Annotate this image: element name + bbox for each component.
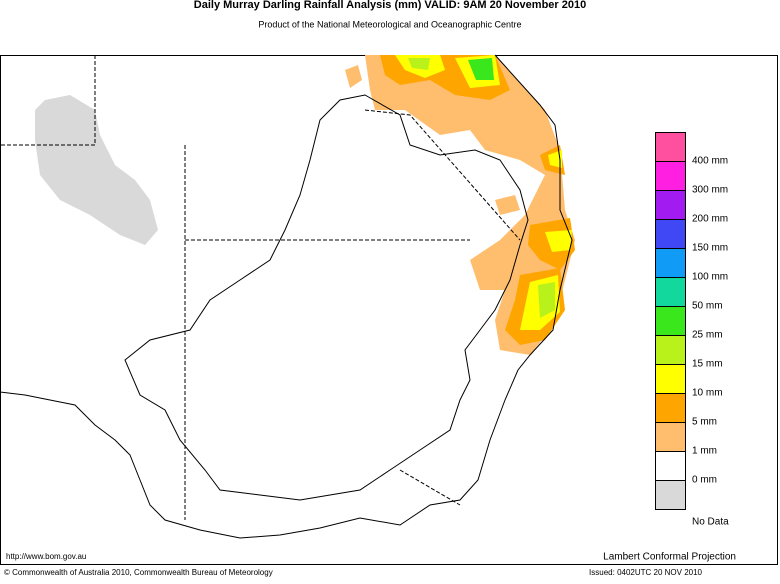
legend-swatch <box>655 161 686 191</box>
rain-1mm <box>345 65 362 88</box>
legend-label: 100 mm <box>692 272 728 283</box>
basin-outline <box>124 94 529 501</box>
no-data-area <box>35 95 158 245</box>
legend-swatch <box>655 248 686 278</box>
url: http://www.bom.gov.au <box>6 552 86 561</box>
rain-10mm <box>545 230 572 252</box>
copyright: © Commonwealth of Australia 2010, Common… <box>4 568 273 577</box>
legend-swatch <box>655 190 686 220</box>
legend-swatch <box>655 451 686 481</box>
legend-label: 25 mm <box>692 330 723 341</box>
rain-10mm <box>548 150 562 168</box>
legend-swatch <box>655 306 686 336</box>
legend-label: 1 mm <box>692 446 717 457</box>
legend-label: 15 mm <box>692 359 723 370</box>
legend-swatch <box>655 277 686 307</box>
legend-swatch <box>655 364 686 394</box>
legend-label: 5 mm <box>692 417 717 428</box>
legend-label: 300 mm <box>692 185 728 196</box>
legend-label: No Data <box>692 517 729 528</box>
legend-swatch <box>655 219 686 249</box>
legend-swatch <box>655 480 686 510</box>
title: Daily Murray Darling Rainfall Analysis (… <box>194 0 586 11</box>
legend-swatch <box>655 393 686 423</box>
legend-label: 150 mm <box>692 243 728 254</box>
legend-label: 0 mm <box>692 475 717 486</box>
coastline <box>0 54 573 539</box>
rain-1mm <box>495 195 520 215</box>
legend-label: 50 mm <box>692 301 723 312</box>
rain-15mm <box>408 58 430 70</box>
issued: Issued: 0402UTC 20 NOV 2010 <box>589 568 703 577</box>
legend-swatch <box>655 335 686 365</box>
legend-label: 200 mm <box>692 214 728 225</box>
rain-25mm <box>468 58 494 80</box>
legend-label: 10 mm <box>692 388 723 399</box>
subtitle: Product of the National Meteorological a… <box>258 19 521 29</box>
state-border <box>0 55 521 520</box>
projection: Lambert Conformal Projection <box>603 552 736 563</box>
rain-15mm <box>538 282 555 318</box>
legend-swatch <box>655 132 686 162</box>
legend: 400 mm 300 mm 200 mm 150 mm 100 mm 50 mm 25 mm… <box>655 132 729 528</box>
legend-label: 400 mm <box>692 156 728 167</box>
legend-swatch <box>655 422 686 452</box>
